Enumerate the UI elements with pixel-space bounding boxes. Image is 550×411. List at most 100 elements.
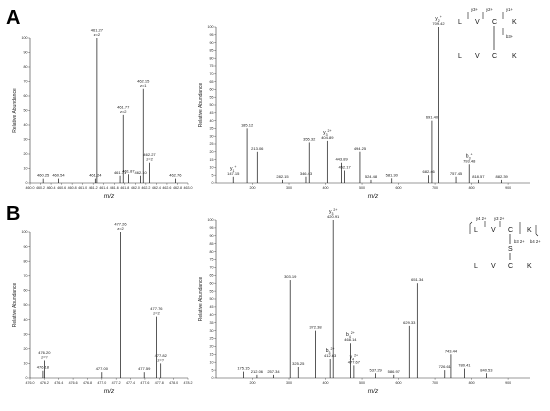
peak-label-460-54: 460.54 — [52, 173, 65, 178]
peptide-structure-a: L V C K L V C K y3+ y2+ y1+ b3+ — [458, 7, 517, 60]
residue-b-bot-3: C — [508, 263, 513, 270]
x-tick-label: 460.8 — [68, 186, 77, 190]
residue-b-bot-2: V — [491, 263, 496, 270]
y-tick-label: 25 — [210, 142, 214, 146]
peak-label-476-20: 476.20 — [38, 350, 51, 355]
y-tick-label: 0 — [212, 376, 214, 380]
y-tick-label: 0 — [26, 376, 28, 380]
peak-label-461-27: 461.27 — [91, 28, 104, 33]
y-tick-label: 60 — [210, 88, 214, 92]
y-tick-label: 60 — [210, 281, 214, 285]
peak-charge-461-77: z=2 — [120, 109, 127, 114]
peak-label-257-34: 257.34 — [267, 369, 280, 374]
ion-label-y3-2-: y32+ — [329, 208, 337, 216]
chart-b-right: 0 5 10 15 20 25 30 35 40 45 50 55 60 65 70 75 80 85 90 95 10… — [198, 208, 530, 395]
peak-label-581-30: 581.30 — [386, 172, 399, 177]
ion-label-y3-2-: y32+ — [323, 129, 331, 137]
peak-label-743-44: 743.44 — [445, 348, 458, 353]
y-tick-label: 40 — [24, 318, 28, 322]
peak-label-461-77: 461.77 — [117, 104, 130, 109]
y-tick-label: 70 — [210, 72, 214, 76]
peak-label-420-91: 420.91 — [327, 214, 340, 219]
y-tick-label: 30 — [210, 134, 214, 138]
y-tick-label: 10 — [24, 167, 28, 171]
panel-letter-b: B — [6, 203, 20, 225]
x-tick-label: 477.0 — [97, 381, 106, 385]
x-tick-label: 300 — [286, 381, 292, 385]
peak-label-476-18: 476.18 — [37, 365, 50, 370]
y-tick-label: 50 — [24, 109, 28, 113]
y-tick-label: 65 — [210, 274, 214, 278]
y-tick-label: 0 — [212, 181, 214, 185]
fragment-marks-a — [467, 12, 504, 35]
peak-label-468-14: 468.14 — [344, 337, 357, 342]
y-tick-label: 80 — [210, 56, 214, 60]
x-tick-label: 461.4 — [99, 186, 108, 190]
residue-b-bot-1: L — [474, 263, 478, 270]
residue-a-bot-1: L — [458, 53, 462, 60]
peak-label-213-06: 213.06 — [251, 146, 264, 151]
peak-label-586-97: 586.97 — [388, 369, 401, 374]
y-tick-label: 55 — [210, 289, 214, 293]
chart-b-left: 0 10 20 30 40 50 60 70 80 90 100 476.0 476.2 476.4 476… — [12, 222, 193, 396]
residue-b-bot-4: K — [527, 263, 532, 270]
peak-label-185-12: 185.12 — [241, 122, 254, 127]
ion-a-b3: b3+ — [506, 34, 514, 39]
x-tick-label: 476.4 — [54, 381, 63, 385]
peak-label-691-40: 691.40 — [426, 115, 439, 120]
ion-b-y4: y4 2+ — [476, 216, 487, 221]
x-tick-label: 800 — [469, 381, 475, 385]
peak-label-412-63: 412.63 — [324, 353, 337, 358]
x-tick-label: 461.2 — [89, 186, 98, 190]
x-axis-label: m/z — [368, 193, 379, 200]
x-tick-label: 476.2 — [40, 381, 49, 385]
y-tick-label: 90 — [210, 41, 214, 45]
y-tick-label: 20 — [210, 150, 214, 154]
y-axis-label: Relative Abundance — [12, 88, 18, 133]
y-tick-label: 5 — [212, 173, 214, 177]
y-tick-label: 95 — [210, 226, 214, 230]
y-tick-label: 100 — [22, 230, 28, 234]
ion-label-b4-2-: b42+ — [346, 331, 355, 339]
y-tick-label: 85 — [210, 49, 214, 53]
y-tick-label: 75 — [210, 258, 214, 262]
ion-a-y3: y3+ — [471, 7, 478, 12]
x-tick-label: 600 — [396, 186, 402, 190]
y-tick-label: 100 — [208, 218, 214, 222]
peak-charge-462-27: z=2 — [146, 157, 153, 162]
fragment-marks-b — [469, 221, 539, 237]
x-tick-label: 462.6 — [162, 186, 171, 190]
residue-a-bot-2: V — [475, 53, 480, 60]
peak-charge-477-76: z=2 — [153, 311, 160, 316]
peak-label-452-17: 452.17 — [338, 165, 351, 170]
x-tick-label: 460.4 — [47, 186, 56, 190]
x-tick-label: 500 — [359, 186, 365, 190]
chart-a-right: 0 5 10 15 20 25 30 35 40 45 50 55 60 65 70 75 80 85 90 95 10… — [198, 15, 530, 200]
y-tick-label: 95 — [210, 33, 214, 37]
x-tick-label: 460.2 — [36, 186, 45, 190]
x-tick-label: 461.6 — [110, 186, 119, 190]
peak-label-460-25: 460.25 — [37, 173, 50, 178]
x-tick-label: 400 — [323, 381, 329, 385]
peptide-structure-b: L V C K L V C K S y4 2+ y3 2+ b3 2+ b4 2… — [469, 216, 541, 270]
peak-label-757-45: 757.45 — [450, 171, 463, 176]
peak-label-372-38: 372.38 — [309, 325, 322, 330]
x-tick-label: 700 — [432, 186, 438, 190]
ion-label-y1-: y1+ — [230, 165, 237, 173]
peak-label-524-48: 524.48 — [365, 174, 378, 179]
peak-label-494-25: 494.25 — [354, 146, 367, 151]
x-tick-label: 477.2 — [112, 381, 121, 385]
x-tick-label: 462.2 — [141, 186, 150, 190]
peak-label-882-39: 882.39 — [496, 174, 509, 179]
x-tick-label: 400 — [323, 186, 329, 190]
y-tick-label: 100 — [22, 36, 28, 40]
ion-a-y2: y2+ — [486, 7, 493, 12]
peak-label-175-15: 175.15 — [237, 366, 250, 371]
y-tick-label: 30 — [24, 138, 28, 142]
x-tick-label: 462.0 — [131, 186, 140, 190]
residue-a-bot-3: C — [492, 53, 497, 60]
x-tick-label: 600 — [396, 381, 402, 385]
peak-charge-477-82: z=? — [157, 357, 164, 362]
y-axis-label: Relative Abundance — [198, 277, 204, 322]
y-tick-label: 40 — [210, 119, 214, 123]
